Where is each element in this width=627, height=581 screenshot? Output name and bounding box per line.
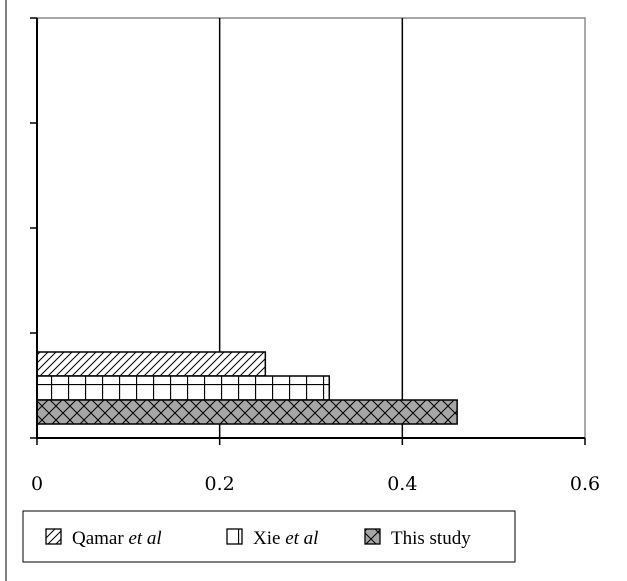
x-tick-label: 0.2 bbox=[205, 473, 235, 495]
bars bbox=[36, 351, 458, 425]
x-tick-label: 0.6 bbox=[570, 473, 600, 495]
legend-label: Qamar et al bbox=[72, 528, 162, 549]
legend bbox=[22, 510, 516, 563]
bar-this-study bbox=[36, 399, 458, 425]
x-tick-label: 0.4 bbox=[387, 473, 417, 495]
bar-qamar-et-al bbox=[36, 351, 267, 377]
x-tick-label: 0 bbox=[31, 473, 43, 495]
bar-xie-et-al bbox=[36, 375, 331, 401]
x-axis-ticks: 0 0.2 0.4 0.6 bbox=[31, 438, 600, 495]
y-axis-ticks bbox=[30, 17, 37, 439]
legend-swatch bbox=[45, 528, 62, 545]
legend-label: Xie et al bbox=[253, 528, 318, 549]
legend-swatch bbox=[226, 528, 243, 545]
legend-label: This study bbox=[391, 528, 471, 549]
legend-items: Qamar et al Xie et al This study bbox=[45, 528, 471, 549]
legend-swatch bbox=[364, 528, 381, 545]
